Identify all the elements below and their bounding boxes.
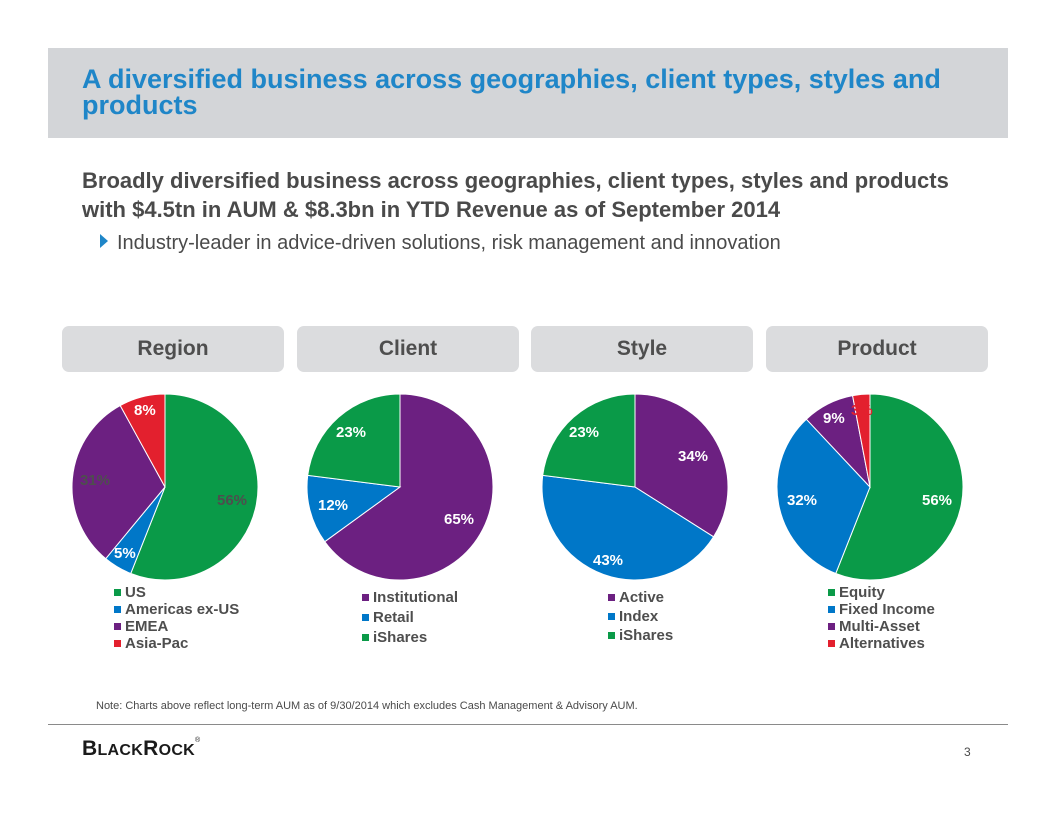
slide-subtitle: Broadly diversified business across geog… — [82, 168, 949, 222]
legend-swatch — [608, 613, 615, 620]
region-pie-chart — [71, 393, 259, 581]
client-retail-percent: 12% — [318, 497, 349, 514]
client-panel-header: Client — [297, 326, 519, 372]
legend-label: US — [125, 584, 146, 601]
legend-label: Fixed Income — [839, 601, 935, 618]
client-slice-institutional — [324, 393, 494, 581]
style-active-percent: 34% — [678, 448, 709, 465]
legend-item: iShares — [362, 628, 458, 648]
bullet-arrow-icon — [100, 234, 108, 248]
legend-item: Alternatives — [828, 635, 935, 652]
client-institutional-percent: 65% — [444, 511, 475, 528]
legend-item: Index — [608, 607, 673, 626]
product-slice-fixed-income — [776, 418, 871, 575]
client-legend: Institutional Retail iShares — [362, 588, 458, 648]
region-legend: US Americas ex-US EMEA Asia-Pac — [114, 584, 239, 652]
legend-swatch — [828, 589, 835, 596]
product-slice-alternatives — [851, 393, 871, 488]
bullet-text: Industry-leader in advice-driven solutio… — [117, 232, 781, 254]
style-pie-chart — [541, 393, 729, 581]
legend-item: Americas ex-US — [114, 601, 239, 618]
legend-label: Americas ex-US — [125, 601, 240, 618]
legend-label: Institutional — [373, 589, 458, 606]
legend-item: Fixed Income — [828, 601, 935, 618]
legend-swatch — [114, 640, 121, 647]
legend-swatch — [828, 606, 835, 613]
page-number: 3 — [964, 745, 971, 759]
region-emea-percent: 31% — [80, 472, 111, 489]
product-fixed-income-percent: 32% — [787, 492, 818, 509]
legend-swatch — [362, 594, 369, 601]
legend-label: EMEA — [125, 618, 169, 635]
legend-item: Multi-Asset — [828, 618, 935, 635]
legend-swatch — [362, 614, 369, 621]
footer-divider — [48, 724, 1008, 725]
style-panel-header: Style — [531, 326, 753, 372]
legend-label: Asia-Pac — [125, 635, 189, 652]
style-index-percent: 43% — [593, 552, 624, 569]
legend-swatch — [114, 589, 121, 596]
footnote: Note: Charts above reflect long-term AUM… — [96, 700, 638, 712]
blackrock-logo: BLACKROCK® — [82, 737, 201, 760]
product-legend: Equity Fixed Income Multi-Asset Alternat… — [828, 584, 935, 652]
legend-item: Retail — [362, 608, 458, 628]
region-slice-emea — [71, 404, 166, 560]
style-ishares-percent: 23% — [569, 424, 600, 441]
legend-item: Asia-Pac — [114, 635, 239, 652]
product-alternatives-percent: 3% — [851, 402, 873, 419]
legend-label: Index — [619, 608, 659, 625]
product-equity-percent: 56% — [922, 492, 953, 509]
legend-swatch — [828, 640, 835, 647]
style-legend: Active Index iShares — [608, 588, 673, 645]
legend-swatch — [608, 632, 615, 639]
legend-item: Institutional — [362, 588, 458, 608]
bullet-item: Industry-leader in advice-driven solutio… — [100, 232, 781, 255]
legend-item: EMEA — [114, 618, 239, 635]
region-americas-percent: 5% — [114, 545, 136, 562]
legend-item: iShares — [608, 626, 673, 645]
style-slice-active — [634, 393, 729, 538]
legend-label: Retail — [373, 609, 414, 626]
region-slice-us — [130, 393, 259, 581]
region-asia-pac-percent: 8% — [134, 402, 156, 419]
client-ishares-percent: 23% — [336, 424, 367, 441]
legend-swatch — [114, 623, 121, 630]
legend-label: iShares — [373, 629, 428, 646]
region-panel-header: Region — [62, 326, 284, 372]
product-slice-equity — [835, 393, 964, 581]
region-slice-asia-pac — [119, 393, 166, 488]
legend-label: Equity — [839, 584, 885, 601]
legend-item: Equity — [828, 584, 935, 601]
client-pie-chart — [306, 393, 494, 581]
legend-label: Multi-Asset — [839, 618, 920, 635]
legend-item: US — [114, 584, 239, 601]
client-slice-ishares — [307, 393, 401, 488]
client-slice-retail — [306, 474, 402, 543]
style-slice-ishares — [542, 393, 636, 488]
header-band — [48, 48, 1008, 138]
region-us-percent: 56% — [217, 492, 248, 509]
legend-swatch — [828, 623, 835, 630]
legend-swatch — [114, 606, 121, 613]
legend-label: Alternatives — [839, 635, 925, 652]
legend-label: Active — [619, 589, 665, 606]
product-panel-header: Product — [766, 326, 988, 372]
product-pie-chart — [776, 393, 964, 581]
legend-swatch — [362, 634, 369, 641]
product-multi-asset-percent: 9% — [823, 410, 845, 427]
slide-title: A diversified business across geographie… — [82, 64, 941, 120]
legend-item: Active — [608, 588, 673, 607]
style-slice-index — [541, 474, 715, 581]
legend-label: iShares — [619, 627, 674, 644]
legend-swatch — [608, 594, 615, 601]
